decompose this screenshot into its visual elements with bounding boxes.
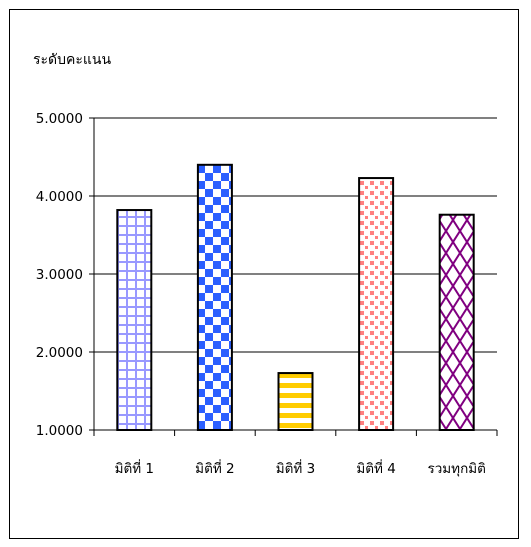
bar-4 xyxy=(358,177,395,431)
bar-2 xyxy=(196,163,233,432)
y-tick-label: 1.0000 xyxy=(36,423,83,439)
x-tick-label: มิติที่ 4 xyxy=(356,459,395,477)
y-tick-label: 5.0000 xyxy=(36,111,83,127)
axes xyxy=(93,118,498,436)
x-tick-labels: มิติที่ 1 มิติที่ 2 มิติที่ 3 มิติที่ 4 รวมท… xyxy=(115,459,486,477)
y-axis-title: ระดับคะแนน xyxy=(33,52,111,68)
bar-3 xyxy=(277,372,314,431)
x-tick-label: มิติที่ 2 xyxy=(195,459,234,477)
x-tick-label: มิติที่ 1 xyxy=(115,459,154,477)
x-tick-label: รวมทุกมิติ xyxy=(427,461,485,477)
bar-1 xyxy=(116,209,153,431)
y-tick-labels: 1.0000 2.0000 3.0000 4.0000 5.0000 xyxy=(36,111,83,439)
x-tick-label: มิติที่ 3 xyxy=(276,459,315,477)
y-tick-label: 4.0000 xyxy=(36,189,83,205)
y-tick-label: 3.0000 xyxy=(36,267,83,283)
y-tick-label: 2.0000 xyxy=(36,345,83,361)
bars xyxy=(116,163,475,432)
bar-5 xyxy=(438,213,475,431)
